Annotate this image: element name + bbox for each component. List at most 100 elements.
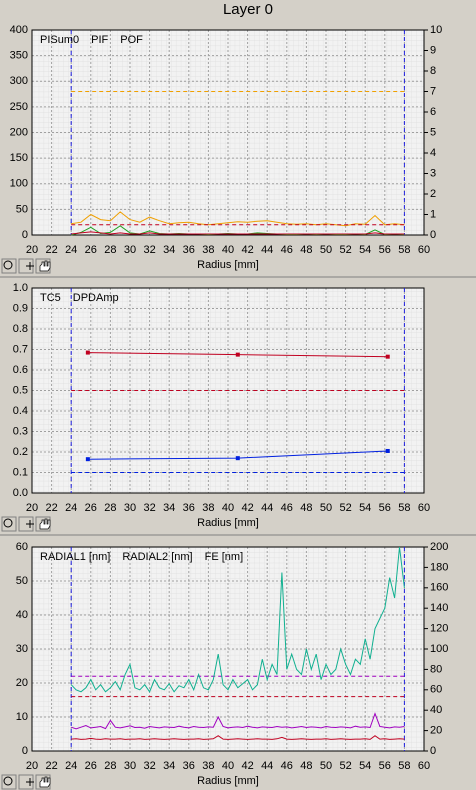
toolbar-glyph <box>26 520 34 528</box>
toolbar-glyph <box>26 262 34 270</box>
x-tick-label: 48 <box>300 244 312 256</box>
x-tick-label: 36 <box>183 244 195 256</box>
x-tick-label: 46 <box>281 760 293 772</box>
y2-tick-label: 7 <box>430 85 436 97</box>
x-tick-label: 22 <box>45 760 57 772</box>
y-tick-label: 0.7 <box>13 343 28 355</box>
y-tick-label: 0.4 <box>13 405 28 417</box>
y2-tick-label: 5 <box>430 126 436 138</box>
x-tick-label: 56 <box>379 244 391 256</box>
y2-tick-label: 0 <box>430 745 436 757</box>
x-tick-label: 28 <box>104 244 116 256</box>
x-tick-label: 40 <box>222 502 234 514</box>
x-tick-label: 28 <box>104 760 116 772</box>
series-line <box>70 546 405 693</box>
series-line <box>71 211 405 227</box>
point <box>235 352 240 357</box>
y2-tick-label: 200 <box>430 541 448 553</box>
x-tick-label: 58 <box>398 760 410 772</box>
plot-frame <box>31 287 425 494</box>
toolbar-zoom[interactable] <box>1 774 17 790</box>
page-title: Layer 0 <box>223 1 273 18</box>
x-tick-label: 50 <box>320 760 332 772</box>
x-tick-label: 38 <box>202 760 214 772</box>
x-tick-label: 56 <box>379 760 391 772</box>
legend-entry: POF <box>120 34 143 46</box>
y-tick-label: 30 <box>16 643 28 655</box>
y-tick-label: 250 <box>10 101 28 113</box>
y2-tick-label: 6 <box>430 106 436 118</box>
legend-entry: PIF <box>91 34 108 46</box>
x-tick-label: 38 <box>202 244 214 256</box>
x-tick-label: 34 <box>163 244 175 256</box>
point <box>385 448 390 453</box>
x-tick-label: 54 <box>359 760 371 772</box>
toolbar-glyph <box>39 260 51 272</box>
y-tick-label: 0.3 <box>13 425 28 437</box>
x-tick-label: 44 <box>261 760 273 772</box>
x-tick-label: 50 <box>320 502 332 514</box>
y-tick-label: 400 <box>10 24 28 36</box>
x-tick-label: 52 <box>339 502 351 514</box>
y2-tick-label: 0 <box>430 229 436 241</box>
x-tick-label: 44 <box>261 244 273 256</box>
x-tick-label: 56 <box>379 502 391 514</box>
y-tick-label: 0.6 <box>13 364 28 376</box>
x-tick-label: 52 <box>339 244 351 256</box>
y-tick-label: 0.8 <box>13 323 28 335</box>
x-tick-label: 32 <box>143 760 155 772</box>
y2-tick-label: 3 <box>430 167 436 179</box>
y-tick-label: 100 <box>10 178 28 190</box>
x-tick-label: 46 <box>281 244 293 256</box>
x-tick-label: 40 <box>222 244 234 256</box>
x-tick-label: 26 <box>85 244 97 256</box>
y-tick-label: 50 <box>16 203 28 215</box>
x-tick-label: 22 <box>45 502 57 514</box>
x-tick-label: 52 <box>339 760 351 772</box>
y-tick-label: 0.5 <box>13 384 28 396</box>
x-tick-label: 34 <box>163 760 175 772</box>
x-tick-label: 22 <box>45 244 57 256</box>
x-tick-label: 36 <box>183 502 195 514</box>
x-tick-label: 24 <box>65 502 77 514</box>
legend-entry: RADIAL2 [nm] <box>122 551 192 563</box>
y2-tick-label: 180 <box>430 561 448 573</box>
x-tick-label: 60 <box>418 502 430 514</box>
x-tick-label: 46 <box>281 502 293 514</box>
x-tick-label: 26 <box>85 502 97 514</box>
series-line <box>71 231 405 235</box>
x-tick-label: 50 <box>320 244 332 256</box>
x-tick-label: 34 <box>163 502 175 514</box>
y2-tick-label: 120 <box>430 623 448 635</box>
x-tick-label: 20 <box>26 760 38 772</box>
point <box>235 456 240 461</box>
y2-tick-label: 2 <box>430 188 436 200</box>
x-tick-label: 30 <box>124 760 136 772</box>
x-tick-label: 42 <box>241 244 253 256</box>
x-tick-label: 40 <box>222 760 234 772</box>
y2-tick-label: 20 <box>430 725 442 737</box>
toolbar-glyph <box>26 778 34 786</box>
toolbar-zoom[interactable] <box>1 258 17 274</box>
x-tick-label: 60 <box>418 760 430 772</box>
toolbar-glyph <box>39 518 51 530</box>
point <box>85 457 90 462</box>
y2-tick-label: 8 <box>430 65 436 77</box>
plot-frame <box>31 29 425 236</box>
legend-entry: PISum0 <box>40 34 79 46</box>
x-tick-label: 38 <box>202 502 214 514</box>
y-tick-label: 0.9 <box>13 302 28 314</box>
y2-tick-label: 10 <box>430 24 442 36</box>
y-tick-label: 0.1 <box>13 466 28 478</box>
x-axis-label: Radius [mm] <box>197 259 259 271</box>
y-tick-label: 60 <box>16 541 28 553</box>
toolbar-glyph <box>3 776 13 786</box>
y-tick-label: 0.0 <box>13 487 28 499</box>
x-tick-label: 54 <box>359 502 371 514</box>
x-tick-label: 42 <box>241 760 253 772</box>
toolbar-zoom[interactable] <box>1 516 17 532</box>
y2-tick-label: 4 <box>430 147 436 159</box>
y-tick-label: 0 <box>22 229 28 241</box>
y-tick-label: 0 <box>22 745 28 757</box>
